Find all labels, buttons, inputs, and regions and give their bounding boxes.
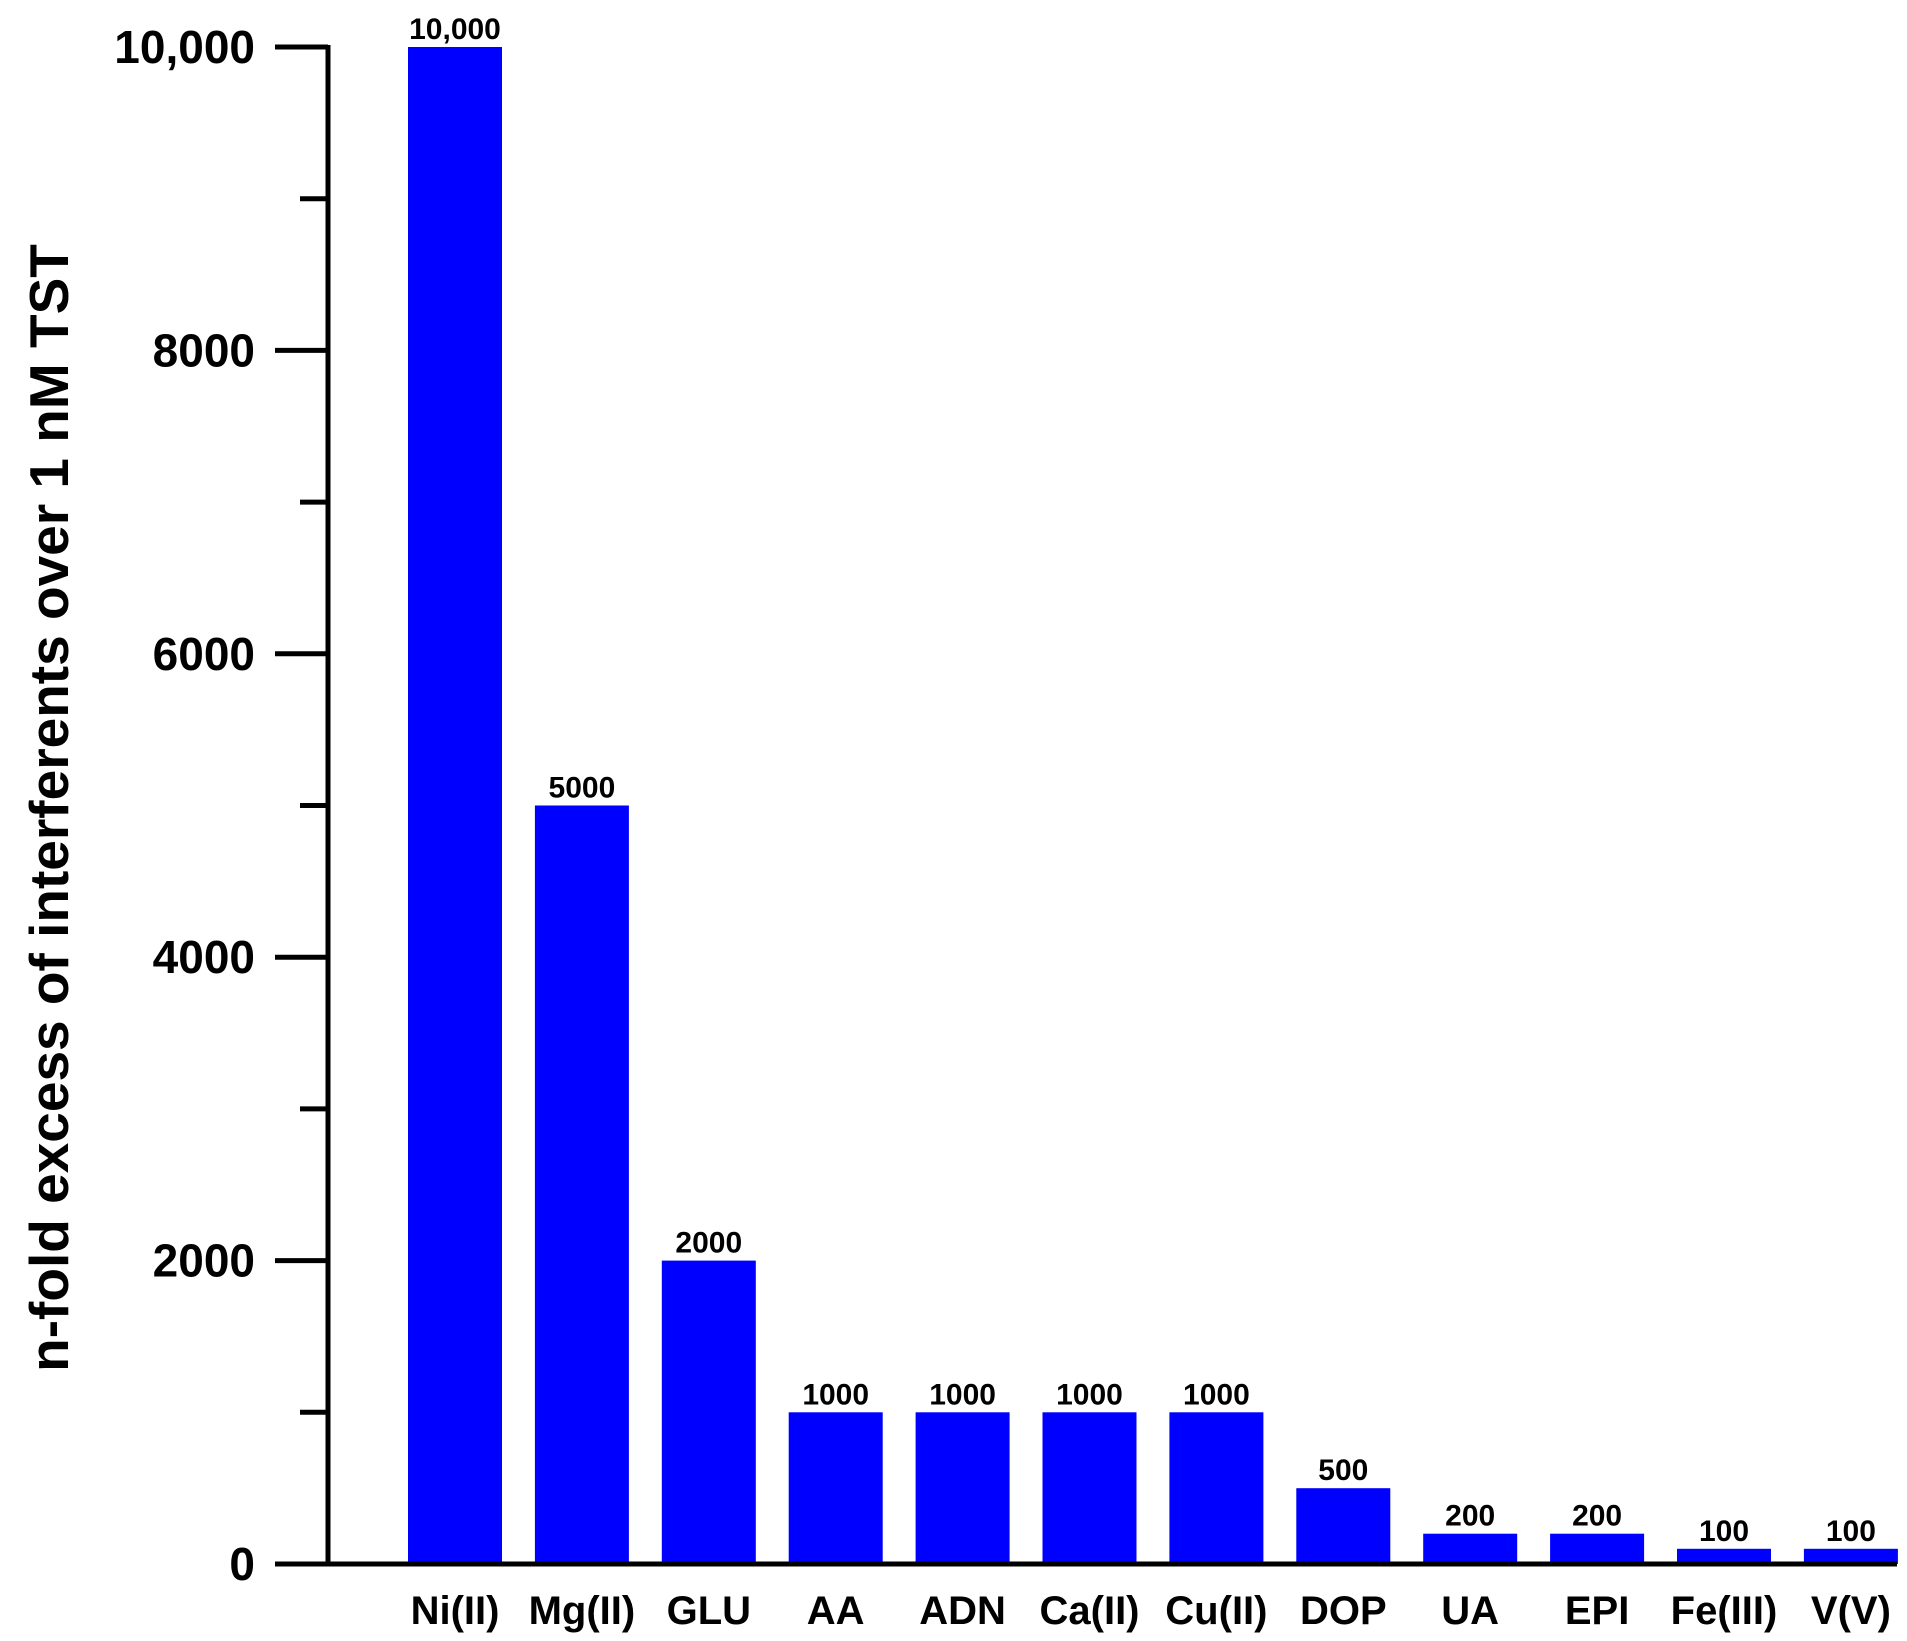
y-tick-label: 6000 — [153, 628, 255, 680]
bar — [1803, 1548, 1898, 1564]
data-label: 5000 — [549, 772, 616, 805]
y-tick-label: 10,000 — [114, 21, 255, 73]
x-axis: Ni(II) Mg(II) GLU AA ADN Ca(II) Cu(II) DOP UA EPI… — [275, 1561, 1897, 1633]
bar — [408, 47, 502, 1564]
bar — [915, 1412, 1010, 1564]
y-axis: 0 2000 4000 6000 8000 10,000 — [114, 21, 331, 1590]
bar — [1042, 1412, 1137, 1564]
y-tick-label: 4000 — [153, 931, 255, 983]
x-tick-label: Ca(II) — [1040, 1589, 1140, 1633]
x-tick-label: GLU — [667, 1589, 751, 1633]
bar — [534, 805, 629, 1564]
x-tick-label: ADN — [919, 1589, 1006, 1633]
y-tick-label: 0 — [229, 1538, 255, 1590]
bar — [1296, 1488, 1391, 1564]
x-tick-label: UA — [1441, 1589, 1499, 1633]
x-tick-label: Ni(II) — [411, 1589, 500, 1633]
data-label: 500 — [1318, 1454, 1368, 1487]
x-tick-label: DOP — [1300, 1589, 1387, 1633]
x-tick-label: Fe(III) — [1671, 1589, 1778, 1633]
data-label: 1000 — [1183, 1378, 1250, 1411]
y-axis-title: n-fold excess of interferents over 1 nM … — [18, 244, 80, 1372]
y-tick-label: 2000 — [153, 1235, 255, 1287]
data-label: 1000 — [929, 1378, 996, 1411]
bar — [788, 1412, 883, 1564]
bar — [661, 1260, 756, 1564]
x-tick-label: AA — [807, 1589, 865, 1633]
data-label: 10,000 — [409, 13, 501, 46]
data-labels-group: 10,000 5000 2000 1000 1000 1000 1000 500 200 200 1… — [409, 13, 1876, 1548]
data-label: 1000 — [1056, 1378, 1123, 1411]
bars-group — [408, 47, 1898, 1564]
x-tick-label: V(V) — [1811, 1589, 1891, 1633]
bar — [1677, 1548, 1771, 1564]
data-label: 100 — [1826, 1515, 1876, 1548]
x-tick-label: Mg(II) — [529, 1589, 636, 1633]
data-label: 200 — [1445, 1500, 1495, 1533]
x-tick-label: EPI — [1565, 1589, 1629, 1633]
bar — [1550, 1533, 1645, 1564]
data-label: 100 — [1699, 1515, 1749, 1548]
y-tick-label: 8000 — [153, 324, 255, 376]
bar — [1423, 1533, 1518, 1564]
x-tick-label: Cu(II) — [1165, 1589, 1267, 1633]
data-label: 200 — [1572, 1500, 1622, 1533]
data-label: 1000 — [802, 1378, 869, 1411]
bar — [1169, 1412, 1264, 1564]
data-label: 2000 — [675, 1227, 742, 1260]
